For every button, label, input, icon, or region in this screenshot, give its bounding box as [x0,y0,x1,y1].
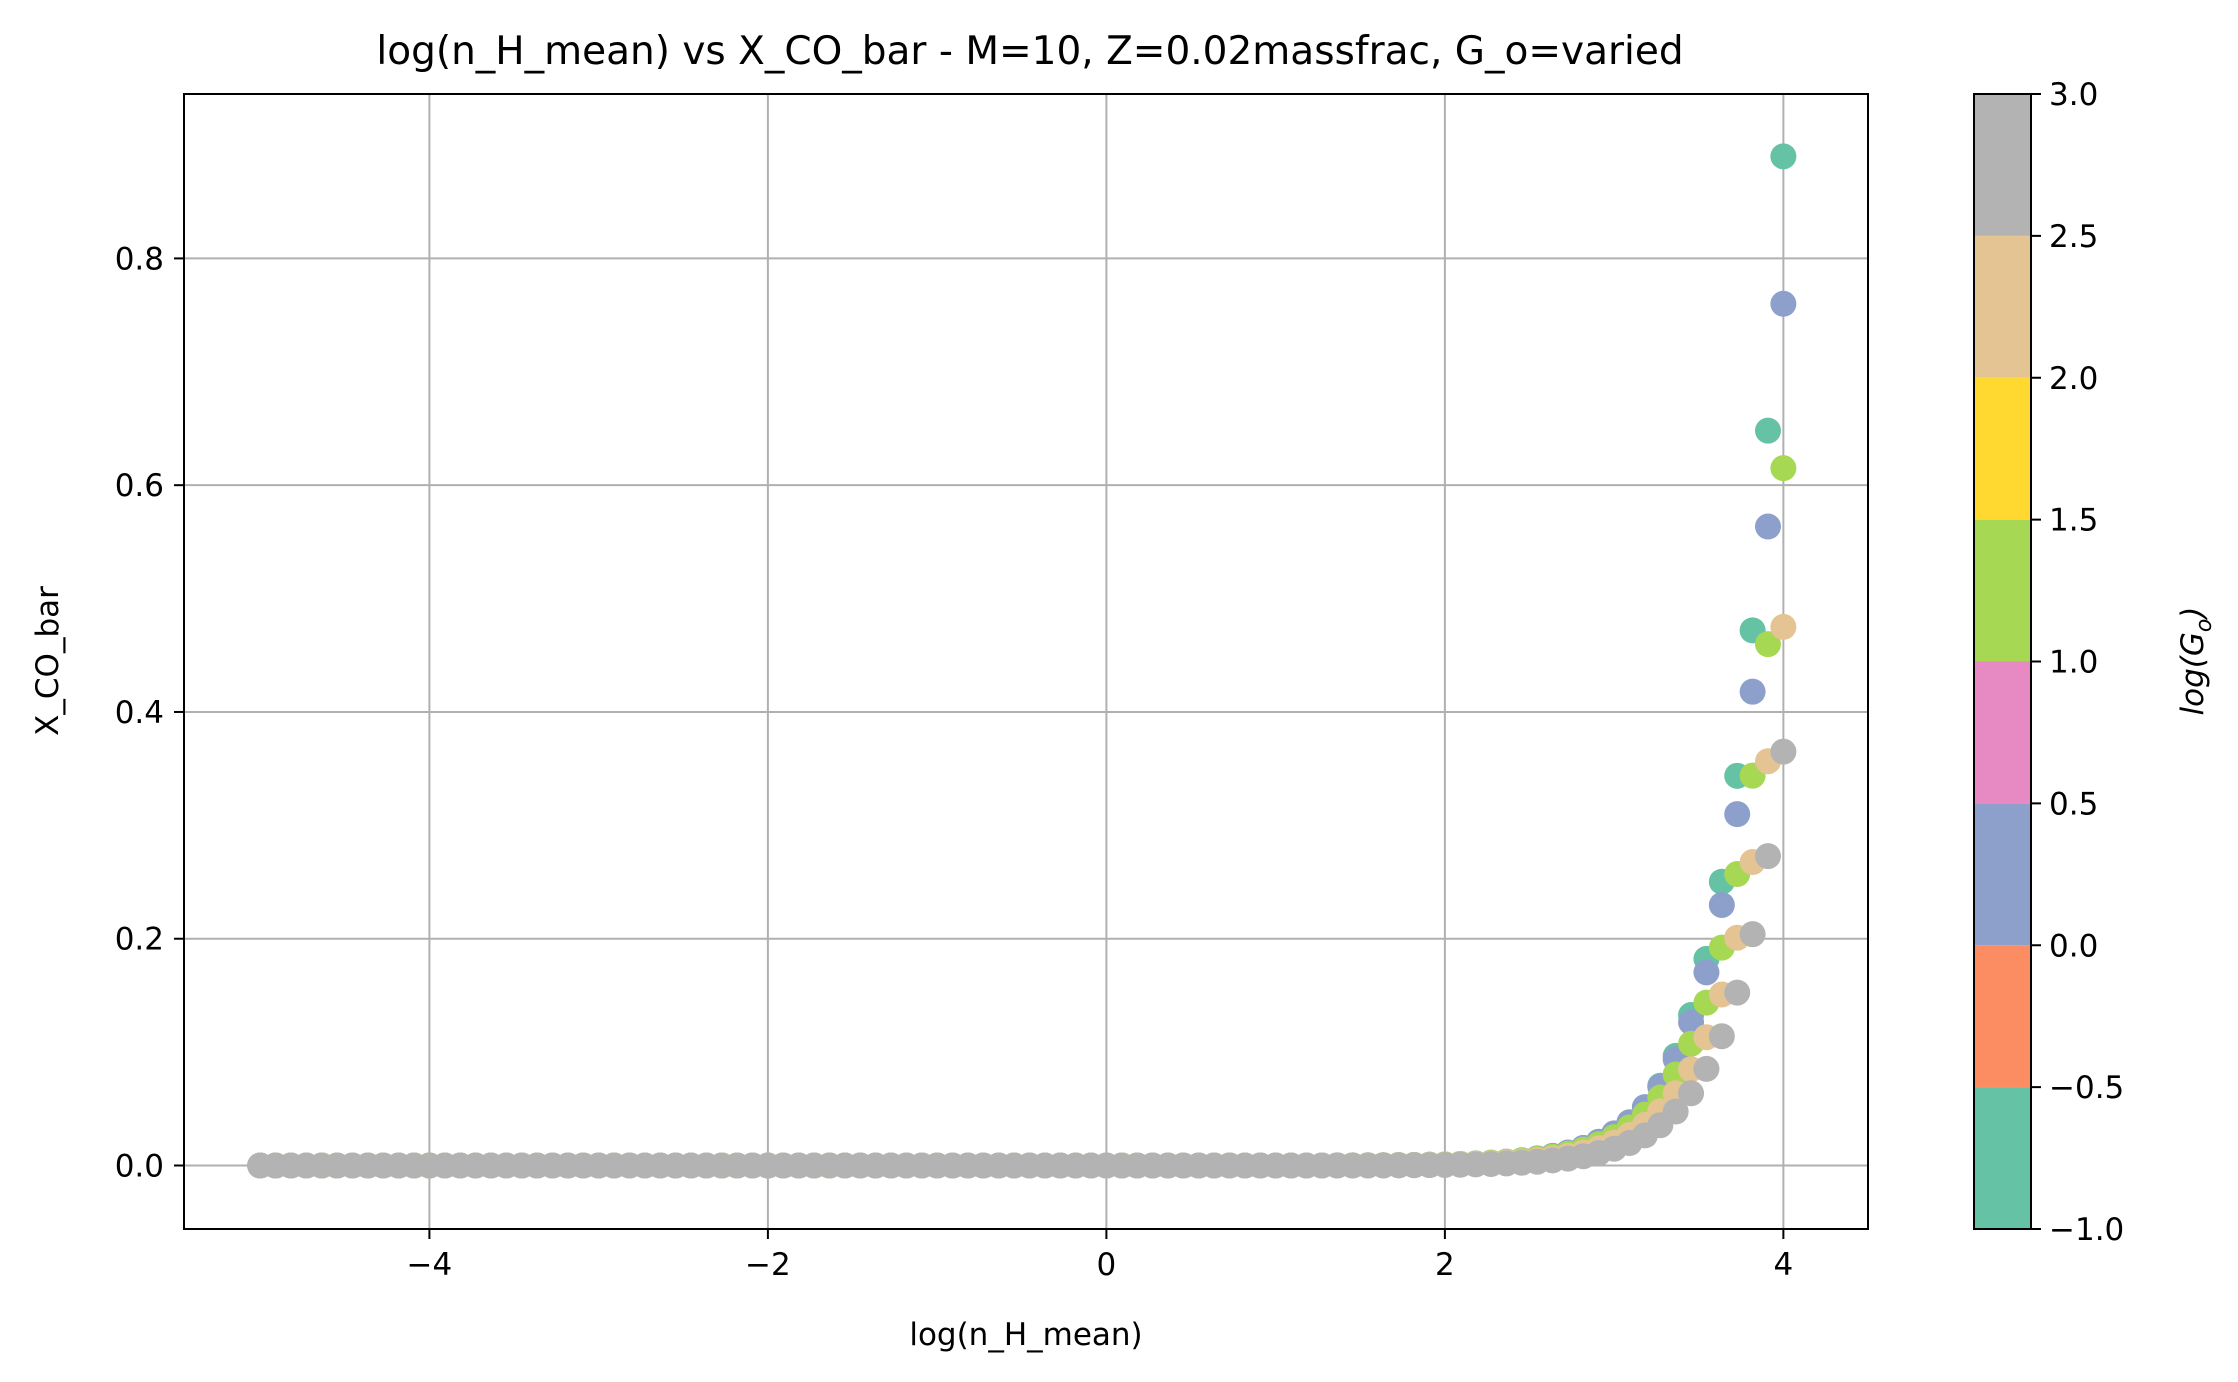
y-tick-label: 0.2 [115,922,164,958]
data-point [1740,921,1766,947]
colorbar-segment [1974,945,2031,1087]
colorbar-tick-label: 0.5 [2049,786,2098,822]
data-point [1693,959,1719,985]
colorbar-label-sub: o [2192,619,2217,632]
colorbar-ticks: −1.0 −0.5 0.0 0.5 1.0 1.5 2.0 2.5 3.0 [2031,77,2124,1248]
grid [184,94,1868,1229]
plot-frame [184,94,1868,1229]
x-tick-label: 2 [1435,1247,1455,1283]
colorbar-segments [1974,94,2031,1229]
data-point [1755,418,1781,444]
colorbar-tick-label: 2.5 [2049,219,2098,255]
chart-title: log(n_H_mean) vs X_CO_bar - M=10, Z=0.02… [376,29,1683,74]
colorbar-label-close: ) [2175,607,2211,621]
x-axis-label: log(n_H_mean) [909,1317,1142,1353]
colorbar: −1.0 −0.5 0.0 0.5 1.0 1.5 2.0 2.5 3.0 log(Go) [1974,77,2217,1248]
y-axis-ticks: 0.0 0.2 0.4 0.6 0.8 [115,241,184,1184]
colorbar-tick-label: 3.0 [2049,77,2098,113]
x-tick-label: −4 [407,1247,453,1283]
data-point [1770,614,1796,640]
data-point [1770,291,1796,317]
y-tick-label: 0.8 [115,241,164,277]
y-tick-label: 0.4 [115,695,164,731]
colorbar-segment [1974,236,2031,378]
colorbar-tick-label: −0.5 [2049,1070,2124,1106]
colorbar-label: log(Go) [2175,607,2217,716]
colorbar-tick-label: 0.0 [2049,928,2098,964]
colorbar-segment [1974,520,2031,662]
colorbar-segment [1974,378,2031,520]
x-tick-label: −2 [745,1247,791,1283]
colorbar-tick-label: 1.5 [2049,503,2098,539]
y-tick-label: 0.6 [115,468,164,504]
data-point [1709,1023,1735,1049]
colorbar-tick-label: 2.0 [2049,361,2098,397]
colorbar-label-main: log(G [2175,632,2211,715]
data-point [1678,1080,1704,1106]
colorbar-segment [1974,1087,2031,1229]
colorbar-segment [1974,94,2031,236]
data-point [1770,739,1796,765]
data-point [1755,843,1781,869]
colorbar-tick-label: 1.0 [2049,645,2098,681]
colorbar-segment [1974,662,2031,804]
x-axis-ticks: −4 −2 0 2 4 [407,1229,1794,1283]
plot-area: −4 −2 0 2 4 0.0 0.2 0.4 0.6 0.8 [115,94,1868,1283]
x-tick-label: 0 [1097,1247,1117,1283]
data-point [1755,514,1781,540]
data-point [1709,892,1735,918]
y-axis-label: X_CO_bar [30,586,66,736]
data-point [1724,980,1750,1006]
y-tick-label: 0.0 [115,1149,164,1185]
colorbar-segment [1974,803,2031,945]
data-point [1740,679,1766,705]
x-tick-label: 4 [1774,1247,1794,1283]
data-point [1770,455,1796,481]
colorbar-tick-label: −1.0 [2049,1212,2124,1248]
data-point [1693,1056,1719,1082]
scatter-points [247,143,1796,1178]
data-point [1724,801,1750,827]
data-point [1770,143,1796,169]
